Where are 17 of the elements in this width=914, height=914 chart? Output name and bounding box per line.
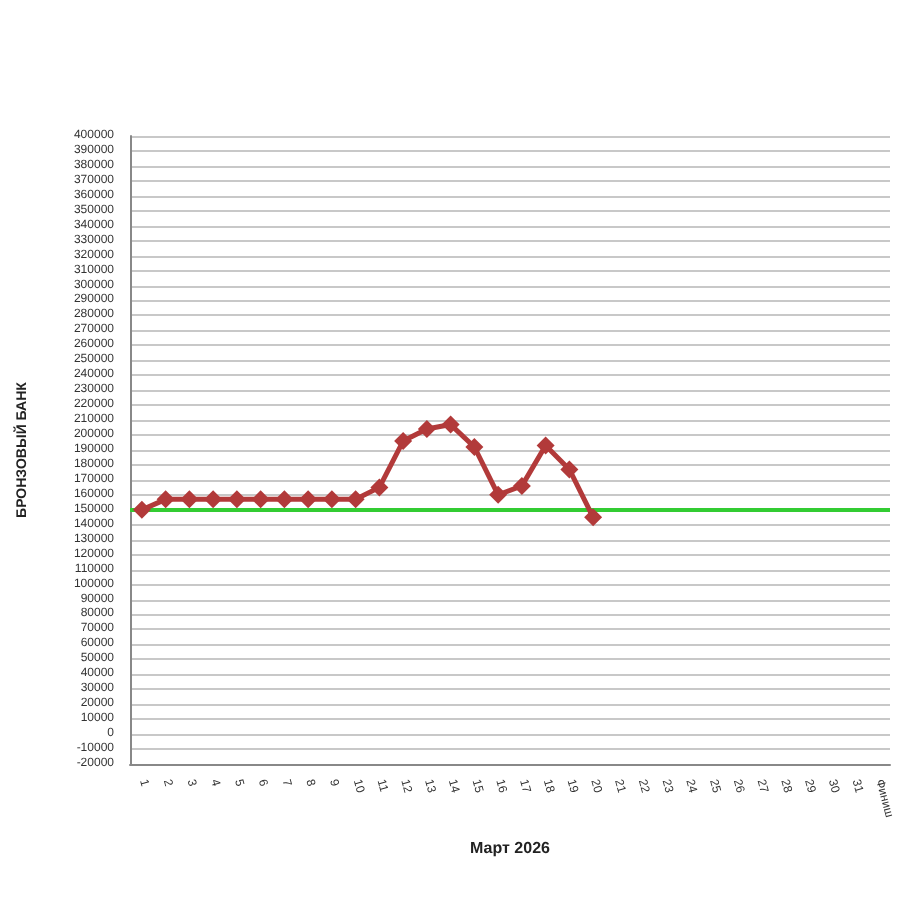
point	[370, 478, 389, 497]
point	[465, 438, 484, 457]
point	[275, 490, 294, 509]
point	[251, 490, 270, 509]
point	[489, 485, 508, 504]
point	[584, 508, 603, 527]
point	[417, 420, 436, 439]
point	[180, 490, 199, 509]
point	[394, 432, 413, 451]
x-axis-title: Март 2026	[470, 839, 552, 857]
point	[536, 436, 555, 455]
point	[560, 460, 579, 479]
point	[512, 476, 531, 495]
point	[132, 500, 151, 519]
point	[346, 490, 365, 509]
point	[156, 490, 175, 509]
point	[441, 415, 460, 434]
